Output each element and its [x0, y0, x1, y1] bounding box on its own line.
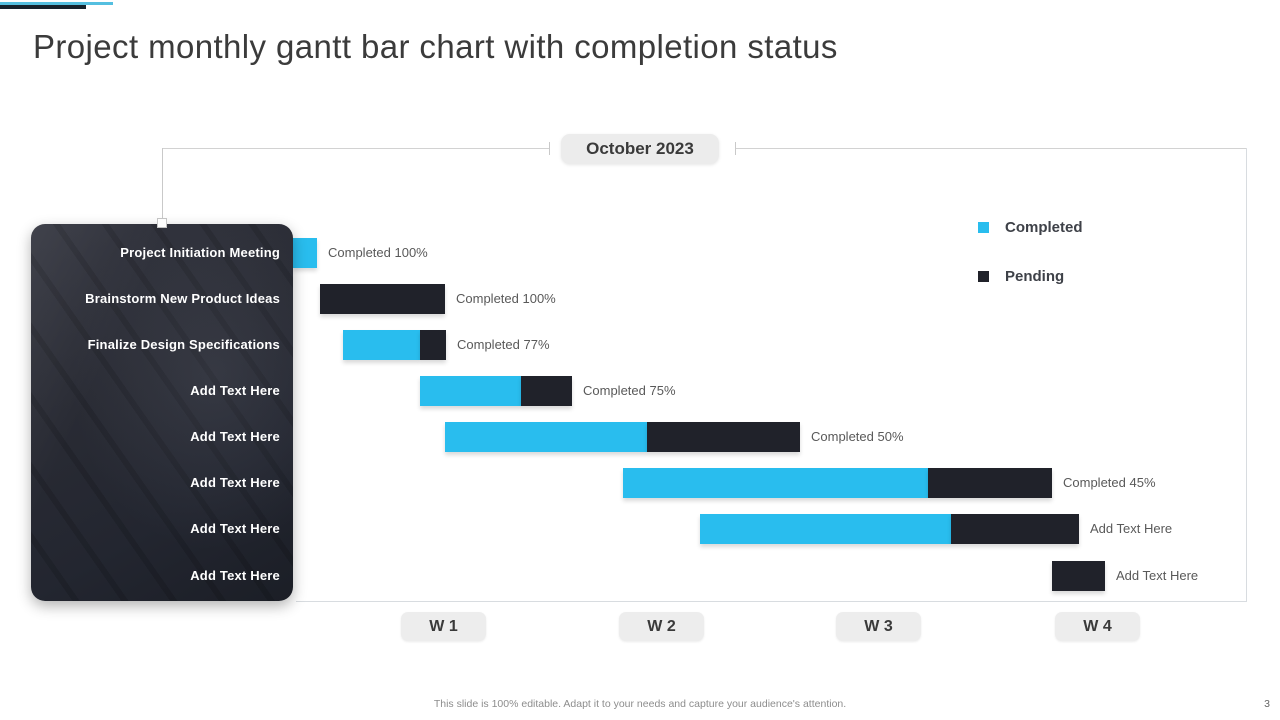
- gantt-row: Add Text Here: [0, 561, 1280, 591]
- chart-right-border: [1246, 148, 1247, 602]
- gantt-row: Completed 77%: [0, 330, 1280, 360]
- gantt-bar-pending-segment[interactable]: [521, 376, 572, 406]
- gantt-bar-pending-segment[interactable]: [1052, 561, 1105, 591]
- legend-label: Completed: [1005, 219, 1083, 236]
- chart-bottom-border: [296, 601, 1247, 602]
- week-axis-label-w3[interactable]: W 3: [836, 612, 921, 641]
- gantt-bar-completed-segment[interactable]: [343, 330, 420, 360]
- task-name-label[interactable]: Add Text Here: [190, 568, 280, 583]
- month-label-pill[interactable]: October 2023: [561, 134, 719, 164]
- week-axis-label-w2[interactable]: W 2: [619, 612, 704, 641]
- gantt-bar-pending-segment[interactable]: [420, 330, 446, 360]
- gantt-bar-label[interactable]: Completed 77%: [457, 337, 550, 352]
- gantt-row: Completed 100%: [0, 238, 1280, 268]
- task-name-label[interactable]: Project Initiation Meeting: [120, 245, 280, 260]
- gantt-row: Completed 45%: [0, 468, 1280, 498]
- week-axis-label-w4[interactable]: W 4: [1055, 612, 1140, 641]
- gantt-bar-label[interactable]: Completed 50%: [811, 429, 904, 444]
- gantt-bar-pending-segment[interactable]: [928, 468, 1052, 498]
- legend-item-completed[interactable]: Completed: [978, 219, 1083, 236]
- task-list-panel[interactable]: [31, 224, 293, 601]
- gantt-row: Completed 100%: [0, 284, 1280, 314]
- gantt-row: Completed 50%: [0, 422, 1280, 452]
- gantt-row: Add Text Here: [0, 514, 1280, 544]
- legend-swatch-pending: [978, 271, 989, 282]
- rule-end-tick-right: [735, 142, 736, 155]
- task-name-label[interactable]: Add Text Here: [190, 383, 280, 398]
- legend-item-pending[interactable]: Pending: [978, 268, 1064, 285]
- footer-note[interactable]: This slide is 100% editable. Adapt it to…: [433, 698, 847, 710]
- page-number: 3: [1264, 698, 1270, 710]
- gantt-bar-completed-segment[interactable]: [623, 468, 928, 498]
- task-name-label[interactable]: Add Text Here: [190, 521, 280, 536]
- gantt-bar-label[interactable]: Add Text Here: [1116, 568, 1199, 583]
- chart-top-rule-left: [162, 148, 549, 149]
- shape-resize-handle[interactable]: [157, 218, 167, 228]
- task-name-label[interactable]: Finalize Design Specifications: [87, 337, 280, 352]
- gantt-bar-completed-segment[interactable]: [445, 422, 647, 452]
- chart-top-rule-right: [735, 148, 1247, 149]
- slide-title[interactable]: Project monthly gantt bar chart with com…: [33, 28, 838, 65]
- week-axis-label-w1[interactable]: W 1: [401, 612, 486, 641]
- gantt-bar-pending-segment[interactable]: [951, 514, 1079, 544]
- deco-accent-line-dark: [0, 5, 86, 9]
- gantt-bar-pending-segment[interactable]: [647, 422, 800, 452]
- rule-end-tick-left: [549, 142, 550, 155]
- task-name-label[interactable]: Add Text Here: [190, 429, 280, 444]
- legend-label: Pending: [1005, 268, 1065, 285]
- task-name-label[interactable]: Brainstorm New Product Ideas: [85, 291, 280, 306]
- gantt-bar-label[interactable]: Add Text Here: [1090, 521, 1173, 536]
- gantt-row: Completed 75%: [0, 376, 1280, 406]
- gantt-bar-label[interactable]: Completed 100%: [328, 245, 428, 260]
- deco-accent-line-cyan: [0, 2, 113, 5]
- legend-swatch-completed: [978, 222, 989, 233]
- gantt-bar-label[interactable]: Completed 100%: [456, 291, 556, 306]
- gantt-bar-completed-segment[interactable]: [700, 514, 951, 544]
- connector-line: [162, 148, 163, 220]
- gantt-bar-label[interactable]: Completed 75%: [583, 383, 676, 398]
- gantt-bar-pending-segment[interactable]: [320, 284, 445, 314]
- gantt-bar-completed-segment[interactable]: [293, 238, 317, 268]
- task-name-label[interactable]: Add Text Here: [190, 475, 280, 490]
- gantt-bar-completed-segment[interactable]: [420, 376, 521, 406]
- gantt-bar-label[interactable]: Completed 45%: [1063, 475, 1156, 490]
